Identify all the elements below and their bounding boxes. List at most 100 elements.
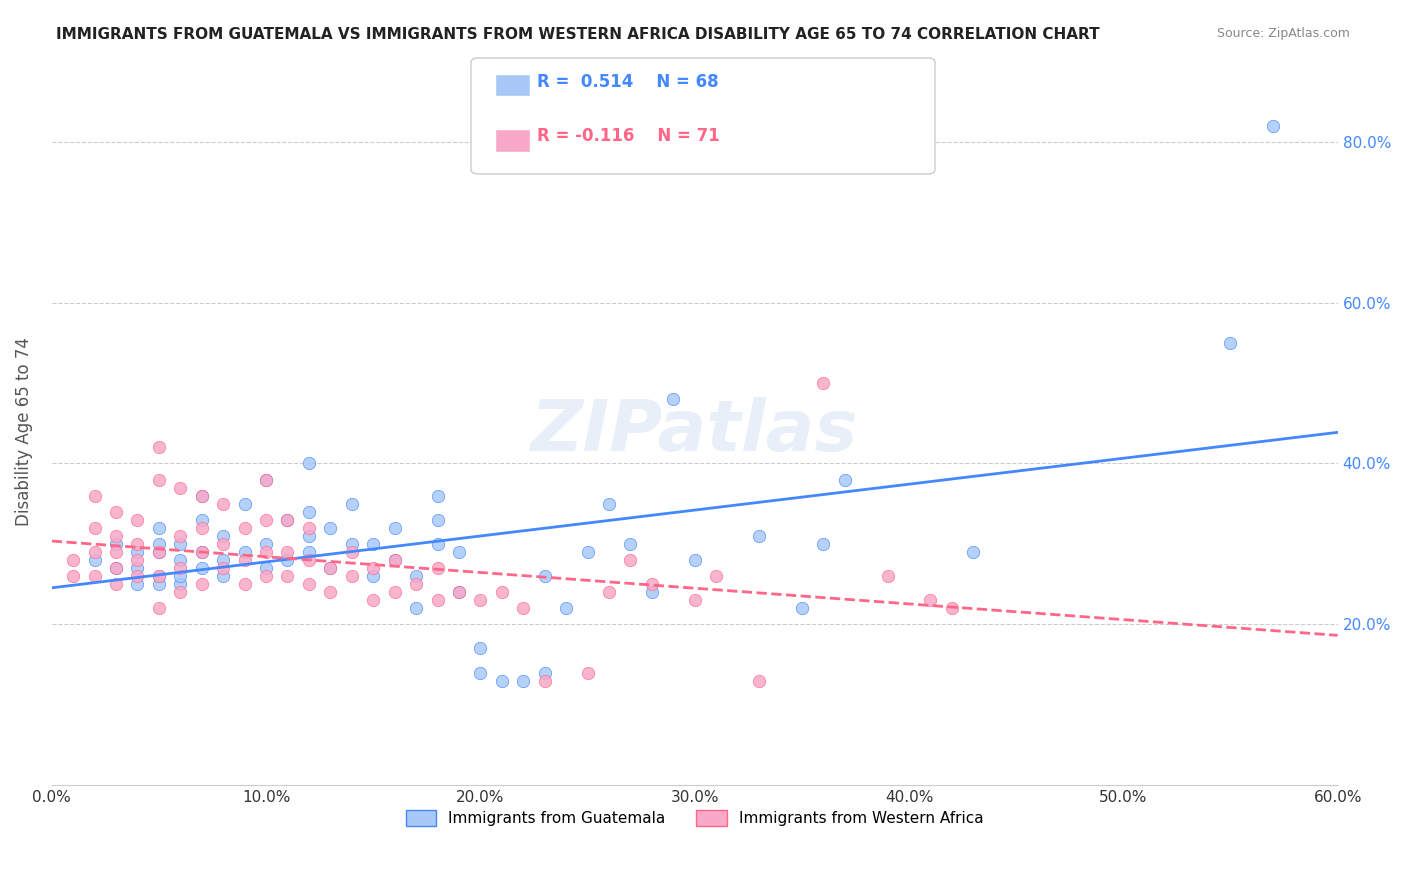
Point — [512, 601, 534, 615]
Point — [340, 569, 363, 583]
Point — [191, 513, 214, 527]
Point — [254, 561, 277, 575]
Point — [233, 521, 256, 535]
Point — [276, 553, 298, 567]
Point — [148, 473, 170, 487]
Point — [62, 553, 84, 567]
Text: R =  0.514    N = 68: R = 0.514 N = 68 — [537, 73, 718, 91]
Point — [298, 505, 321, 519]
Point — [276, 513, 298, 527]
Point — [127, 569, 149, 583]
Point — [148, 545, 170, 559]
Point — [298, 521, 321, 535]
Point — [212, 537, 235, 551]
Point — [340, 537, 363, 551]
Point — [212, 529, 235, 543]
Point — [169, 481, 191, 495]
Point — [105, 529, 128, 543]
Point — [576, 665, 599, 680]
Point — [212, 561, 235, 575]
Point — [127, 577, 149, 591]
Point — [790, 601, 813, 615]
Point — [361, 593, 384, 607]
Point — [641, 577, 664, 591]
Point — [83, 569, 105, 583]
Point — [169, 529, 191, 543]
Point — [105, 561, 128, 575]
Point — [127, 561, 149, 575]
Point — [127, 545, 149, 559]
Point — [298, 457, 321, 471]
Point — [169, 537, 191, 551]
Point — [813, 376, 835, 390]
Point — [276, 513, 298, 527]
Point — [212, 497, 235, 511]
Point — [319, 521, 342, 535]
Point — [384, 553, 406, 567]
Point — [233, 497, 256, 511]
Point — [254, 569, 277, 583]
Point — [1219, 335, 1241, 350]
Point — [191, 577, 214, 591]
Point — [254, 473, 277, 487]
Point — [426, 489, 449, 503]
Point — [191, 489, 214, 503]
Point — [533, 569, 555, 583]
Point — [319, 561, 342, 575]
Point — [191, 561, 214, 575]
Text: Source: ZipAtlas.com: Source: ZipAtlas.com — [1216, 27, 1350, 40]
Point — [834, 473, 856, 487]
Point — [298, 545, 321, 559]
Point — [683, 593, 706, 607]
Point — [319, 561, 342, 575]
Point — [361, 561, 384, 575]
Point — [470, 593, 492, 607]
Point — [191, 545, 214, 559]
Point — [212, 553, 235, 567]
Point — [191, 545, 214, 559]
Point — [233, 545, 256, 559]
Point — [105, 505, 128, 519]
Point — [254, 537, 277, 551]
Point — [148, 577, 170, 591]
Point — [962, 545, 984, 559]
Point — [169, 585, 191, 599]
Text: R = -0.116    N = 71: R = -0.116 N = 71 — [537, 127, 720, 145]
Point — [319, 585, 342, 599]
Point — [169, 553, 191, 567]
Point — [105, 577, 128, 591]
Point — [105, 561, 128, 575]
Point — [683, 553, 706, 567]
Point — [426, 593, 449, 607]
Point — [298, 553, 321, 567]
Point — [105, 537, 128, 551]
Point — [405, 601, 427, 615]
Point — [254, 473, 277, 487]
Point — [83, 553, 105, 567]
Point — [127, 513, 149, 527]
Point — [148, 569, 170, 583]
Legend: Immigrants from Guatemala, Immigrants from Western Africa: Immigrants from Guatemala, Immigrants fr… — [398, 803, 991, 834]
Point — [470, 665, 492, 680]
Point — [576, 545, 599, 559]
Point — [384, 553, 406, 567]
Point — [340, 545, 363, 559]
Point — [169, 577, 191, 591]
Point — [148, 441, 170, 455]
Point — [426, 561, 449, 575]
Point — [941, 601, 963, 615]
Point — [62, 569, 84, 583]
Point — [83, 545, 105, 559]
Point — [361, 569, 384, 583]
Point — [470, 641, 492, 656]
Point — [148, 601, 170, 615]
Point — [533, 665, 555, 680]
Point — [405, 577, 427, 591]
Point — [340, 497, 363, 511]
Point — [876, 569, 898, 583]
Point — [127, 553, 149, 567]
Point — [920, 593, 942, 607]
Point — [1263, 119, 1285, 133]
Point — [598, 585, 620, 599]
Text: IMMIGRANTS FROM GUATEMALA VS IMMIGRANTS FROM WESTERN AFRICA DISABILITY AGE 65 TO: IMMIGRANTS FROM GUATEMALA VS IMMIGRANTS … — [56, 27, 1099, 42]
